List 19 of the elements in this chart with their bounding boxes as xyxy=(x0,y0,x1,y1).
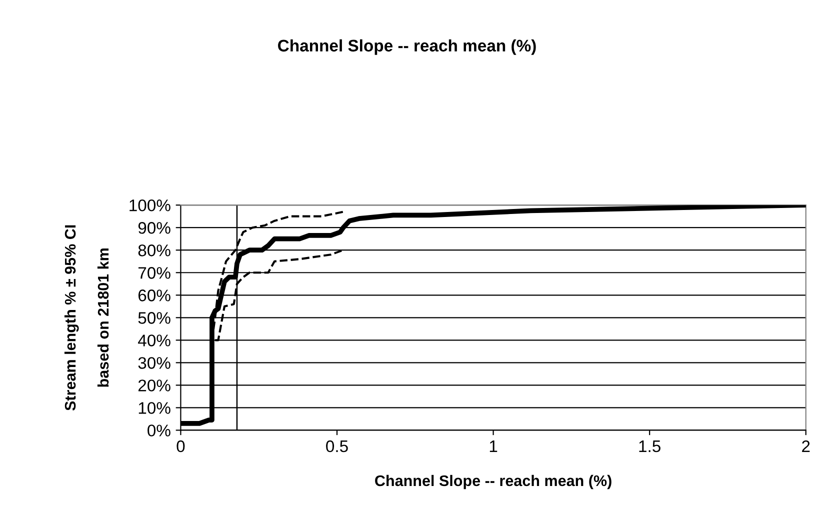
y-tick-label: 40% xyxy=(138,334,170,346)
y-tick-label: 80% xyxy=(138,244,170,256)
x-tick-label: 1.5 xyxy=(639,440,660,452)
x-tick-label: 0 xyxy=(176,440,185,452)
text: Stream length % ± 95% CI based on 21801 km xyxy=(64,225,109,411)
y-tick-label: 50% xyxy=(138,312,170,324)
x-tick-label: 1 xyxy=(490,440,498,452)
y-tick-label: 100% xyxy=(130,199,170,212)
chart-title: Channel Slope -- reach mean (%) xyxy=(278,39,536,55)
y-tick-label: 90% xyxy=(138,222,170,234)
y-tick-label: 70% xyxy=(138,267,170,279)
y-tick-label: 0% xyxy=(148,424,170,436)
x-tick-label: 2 xyxy=(802,440,810,452)
y-tick-label: 60% xyxy=(138,290,170,302)
y-tick-label: 20% xyxy=(138,380,170,392)
x-axis-title: Channel Slope -- reach mean (%) xyxy=(375,474,612,490)
y-tick-label: 30% xyxy=(138,357,170,369)
x-tick-label: 0.5 xyxy=(326,440,348,452)
y-tick-label: 10% xyxy=(138,402,170,414)
